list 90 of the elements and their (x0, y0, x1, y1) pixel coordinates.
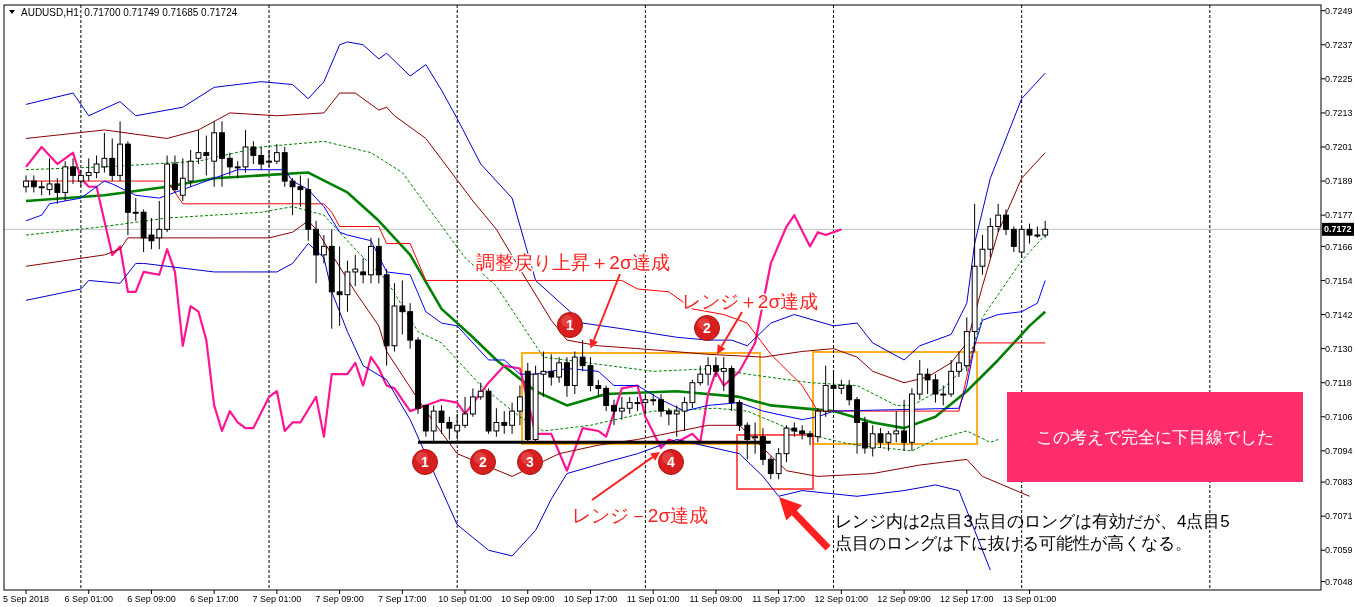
candlestick (948, 359, 955, 398)
x-tick-label: 6 Sep 01:00 (64, 594, 113, 604)
annotation: この考えで完全に下目線でした (1036, 427, 1274, 447)
candlestick (995, 203, 1002, 233)
y-tick-label: 0.7213 (1325, 108, 1353, 119)
candlestick (70, 157, 76, 185)
candlestick (509, 402, 516, 435)
y-tick-label: 0.7177 (1325, 210, 1353, 221)
candlestick (807, 430, 813, 446)
y-tick-label: 0.7201 (1325, 142, 1353, 153)
candlestick (846, 379, 853, 406)
line-series (24, 145, 843, 472)
y-tick-label: 0.7048 (1325, 576, 1353, 587)
annotation: 2 (703, 320, 712, 337)
x-tick-label: 6 Sep 17:00 (189, 594, 239, 604)
x-tick-label: 12 Sep 01:00 (814, 594, 869, 604)
annotation: 3 (526, 454, 535, 471)
candlestick (893, 410, 900, 443)
x-tick-label: 7 Sep 09:00 (315, 594, 364, 604)
candlestick (603, 385, 610, 412)
candlestick (611, 399, 617, 426)
chart-title: AUDUSD,H1 0.71700 0.71749 0.71685 0.71724 (21, 6, 238, 18)
line-series (25, 220, 1031, 497)
y-tick-label: 0.7142 (1325, 309, 1353, 320)
y-tick-label: 0.7059 (1325, 545, 1353, 556)
y-tick-label: 0.7083 (1325, 477, 1353, 488)
x-tick-label: 12 Sep 17:00 (940, 594, 994, 604)
annotation: 2 (479, 454, 488, 471)
x-tick-label: 11 Sep 09:00 (689, 594, 743, 604)
x-tick-label: 11 Sep 01:00 (626, 594, 680, 604)
candlestick (767, 456, 774, 480)
y-tick-label: 0.7237 (1325, 39, 1353, 50)
line-series (25, 92, 1046, 384)
y-tick-label: 0.7225 (1325, 73, 1353, 84)
y-tick-label: 0.7071 (1325, 511, 1353, 522)
candlestick (360, 257, 367, 284)
y-tick-label: 0.7106 (1325, 411, 1353, 422)
annotation: 1 (421, 454, 430, 471)
y-tick-label: 0.7166 (1325, 241, 1353, 252)
x-tick-label: 7 Sep 17:00 (378, 594, 427, 604)
candlestick (916, 359, 923, 401)
line-series (25, 41, 1046, 361)
candlestick (23, 174, 29, 193)
candlestick (469, 387, 476, 418)
candlestick (564, 356, 570, 398)
x-tick-label: 10 Sep 01:00 (438, 594, 492, 604)
candlestick (258, 146, 265, 171)
y-tick-label: 0.7118 (1325, 377, 1352, 388)
candlestick (720, 356, 727, 392)
x-tick-label: 5 Sep 2018 (2, 594, 50, 604)
y-tick-label: 0.7094 (1325, 446, 1353, 456)
candlestick (273, 143, 280, 165)
candlestick (132, 197, 139, 222)
candlestick (179, 157, 186, 202)
x-tick-label: 13 Sep 01:00 (1002, 594, 1057, 604)
annotation: 4 (667, 454, 676, 471)
candlestick (697, 365, 704, 387)
x-tick-label: 11 Sep 17:00 (752, 594, 806, 604)
ref-line-label: 0.7172 (1324, 224, 1352, 235)
candlestick (1003, 208, 1009, 236)
annotation: 1 (566, 317, 575, 334)
line-series (25, 206, 999, 452)
y-tick-label: 0.7249 (1325, 5, 1353, 16)
candlestick (226, 152, 233, 176)
y-tick-label: 0.7130 (1325, 343, 1353, 354)
x-tick-label: 10 Sep 17:00 (563, 594, 618, 604)
x-tick-label: 10 Sep 09:00 (500, 594, 555, 604)
candlestick (320, 234, 327, 264)
candlestick (618, 396, 625, 421)
candlestick (854, 396, 860, 455)
x-tick-label: 12 Sep 09:00 (877, 594, 931, 604)
x-tick-label: 6 Sep 09:00 (127, 594, 176, 604)
y-tick-label: 0.7189 (1325, 176, 1353, 187)
candlestick (1010, 226, 1017, 253)
candlestick (501, 410, 508, 435)
x-tick-label: 7 Sep 01:00 (252, 594, 302, 604)
candlestick (705, 356, 712, 387)
candlestick (658, 393, 664, 418)
candlestick (712, 356, 719, 378)
candlestick (187, 149, 194, 188)
candlestick (956, 350, 962, 378)
annotation: レンジ内は2点目3点目のロングは有効だが、4点目5点目のロングは下に抜ける可能性が高くなる。 (835, 512, 1230, 554)
candlestick (556, 356, 563, 384)
annotation: レンジ－2σ達成 (571, 504, 709, 526)
candlestick (109, 137, 116, 182)
candlestick (462, 396, 468, 429)
y-tick-label: 0.7154 (1325, 275, 1353, 286)
candlestick (516, 385, 523, 426)
candlestick (901, 399, 908, 452)
candlestick (665, 407, 672, 426)
